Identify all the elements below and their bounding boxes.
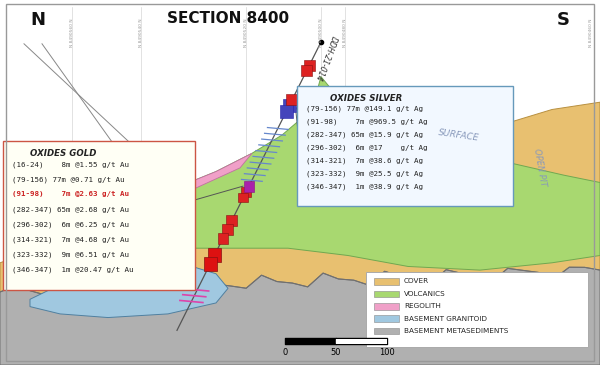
- Text: (323-332)  9m @6.51 g/t Au: (323-332) 9m @6.51 g/t Au: [12, 251, 129, 258]
- Text: (282-347) 65m @2.68 g/t Au: (282-347) 65m @2.68 g/t Au: [12, 206, 129, 213]
- Text: BASEMENT METASEDIMENTS: BASEMENT METASEDIMENTS: [404, 328, 508, 334]
- Text: 0: 0: [283, 348, 287, 357]
- Text: (79-156) 77m @149.1 g/t Ag: (79-156) 77m @149.1 g/t Ag: [306, 105, 423, 112]
- Polygon shape: [30, 263, 228, 318]
- Bar: [286, 94, 298, 105]
- Text: N 8490480 N: N 8490480 N: [343, 18, 347, 47]
- Text: 50: 50: [331, 348, 341, 357]
- Text: VOLCANICS: VOLCANICS: [404, 291, 446, 297]
- Text: N 8490520 N: N 8490520 N: [244, 18, 248, 47]
- Bar: [374, 291, 399, 297]
- Text: N 8490540 N: N 8490540 N: [139, 18, 143, 47]
- Bar: [226, 215, 237, 226]
- FancyBboxPatch shape: [3, 141, 195, 290]
- Text: OXIDES GOLD: OXIDES GOLD: [30, 149, 97, 158]
- Text: 100: 100: [379, 348, 395, 357]
- Text: (346-347)  1m @38.9 g/t Ag: (346-347) 1m @38.9 g/t Ag: [306, 184, 423, 191]
- Text: N 8490460 N: N 8490460 N: [589, 18, 593, 47]
- Text: REGOLITH: REGOLITH: [404, 303, 440, 309]
- Text: COVER: COVER: [404, 278, 429, 284]
- Bar: [304, 59, 315, 70]
- Text: (296-302)  6m @17    g/t Ag: (296-302) 6m @17 g/t Ag: [306, 145, 427, 151]
- Polygon shape: [36, 153, 252, 263]
- Text: (296-302)  6m @6.25 g/t Au: (296-302) 6m @6.25 g/t Au: [12, 221, 129, 228]
- Bar: [218, 233, 229, 243]
- Bar: [283, 99, 296, 112]
- FancyBboxPatch shape: [297, 86, 513, 206]
- Text: OXIDES SILVER: OXIDES SILVER: [330, 94, 402, 103]
- Bar: [244, 181, 254, 192]
- Text: (79-156) 77m @0.71 g/t Au: (79-156) 77m @0.71 g/t Au: [12, 176, 125, 183]
- FancyBboxPatch shape: [366, 272, 588, 347]
- Text: SECTION 8400: SECTION 8400: [167, 11, 289, 26]
- Bar: [238, 193, 248, 203]
- Text: (16-24)    8m @1.55 g/t Au: (16-24) 8m @1.55 g/t Au: [12, 161, 129, 168]
- Bar: [203, 257, 217, 271]
- Text: (91-98)    7m @2.63 g/t Au: (91-98) 7m @2.63 g/t Au: [12, 191, 129, 197]
- Bar: [241, 187, 251, 197]
- Bar: [222, 224, 233, 235]
- Text: (91-98)    7m @969.5 g/t Ag: (91-98) 7m @969.5 g/t Ag: [306, 118, 427, 125]
- Bar: [208, 249, 221, 262]
- Text: SURFACE: SURFACE: [438, 128, 480, 142]
- Text: (314-321)  7m @38.6 g/t Ag: (314-321) 7m @38.6 g/t Ag: [306, 158, 423, 164]
- Text: S: S: [557, 11, 570, 29]
- Bar: [374, 278, 399, 285]
- Text: N 8490560 N: N 8490560 N: [70, 18, 74, 47]
- Bar: [374, 315, 399, 322]
- Bar: [280, 105, 293, 118]
- Text: (346-347)  1m @20.47 g/t Au: (346-347) 1m @20.47 g/t Au: [12, 266, 133, 273]
- Polygon shape: [0, 102, 600, 365]
- Text: BASEMENT GRANITOID: BASEMENT GRANITOID: [404, 316, 487, 322]
- Bar: [374, 328, 399, 334]
- Polygon shape: [0, 267, 600, 365]
- Text: N: N: [30, 11, 45, 29]
- Text: OPEN PIT: OPEN PIT: [532, 148, 548, 188]
- Bar: [374, 303, 399, 310]
- Bar: [301, 65, 312, 76]
- Text: DDH-21-014: DDH-21-014: [313, 35, 338, 82]
- Polygon shape: [42, 77, 600, 270]
- Text: (314-321)  7m @4.68 g/t Au: (314-321) 7m @4.68 g/t Au: [12, 236, 129, 243]
- Text: N 8490500 N: N 8490500 N: [319, 18, 323, 47]
- Text: (282-347) 65m @15.9 g/t Ag: (282-347) 65m @15.9 g/t Ag: [306, 131, 423, 138]
- Text: (323-332)  9m @25.5 g/t Ag: (323-332) 9m @25.5 g/t Ag: [306, 171, 423, 177]
